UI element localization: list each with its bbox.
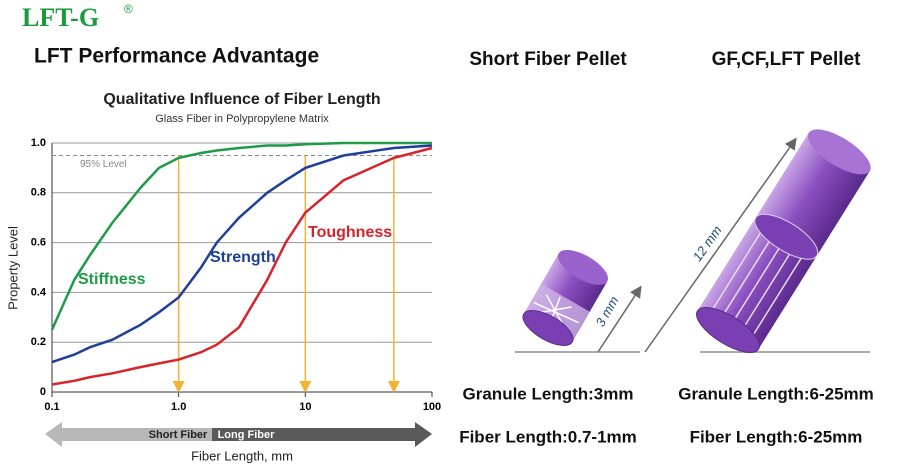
logo: LFT-G bbox=[22, 3, 99, 32]
granule-length: Granule Length:6-25mm bbox=[678, 384, 874, 403]
y-axis-label: Property Level bbox=[5, 226, 20, 310]
short-pellet bbox=[522, 249, 608, 346]
range-bar-short bbox=[45, 422, 212, 447]
x-tick-label: 1.0 bbox=[171, 401, 186, 413]
y-tick-label: 0.6 bbox=[31, 237, 46, 249]
registered-mark: ® bbox=[124, 2, 133, 16]
range-bar-long bbox=[212, 422, 432, 447]
fiber-length: Fiber Length:6-25mm bbox=[690, 427, 863, 446]
range-label: Short Fiber bbox=[149, 429, 208, 441]
page-title: LFT Performance Advantage bbox=[34, 45, 319, 68]
y-tick-label: 0.8 bbox=[31, 187, 46, 199]
y-tick-label: 0.4 bbox=[31, 286, 47, 298]
line-series bbox=[50, 141, 432, 331]
series-label: Toughness bbox=[308, 224, 392, 241]
pellet-title: GF,CF,LFT Pellet bbox=[712, 49, 862, 70]
chart-subtitle: Glass Fiber in Polypropylene Matrix bbox=[155, 113, 329, 125]
x-tick-label: 10 bbox=[299, 401, 311, 413]
granule-length: Granule Length:3mm bbox=[463, 384, 634, 403]
chart-title: Qualitative Influence of Fiber Length bbox=[103, 91, 380, 108]
y-tick-label: 1.0 bbox=[31, 137, 46, 149]
range-label: Long Fiber bbox=[218, 429, 276, 441]
dimension-label: 12 mm bbox=[690, 223, 725, 264]
x-tick-label: 100 bbox=[423, 401, 441, 413]
long-pellet bbox=[696, 129, 871, 353]
y-tick-label: 0 bbox=[40, 386, 46, 398]
series-label: Stiffness bbox=[78, 271, 146, 288]
line-series bbox=[51, 146, 433, 386]
x-axis-label: Fiber Length, mm bbox=[191, 448, 293, 463]
reference-label: 95% Level bbox=[80, 159, 127, 170]
line-series bbox=[51, 144, 433, 364]
series-label: Strength bbox=[210, 249, 276, 266]
plot-area bbox=[52, 143, 432, 392]
x-tick-label: 0.1 bbox=[44, 401, 59, 413]
fiber-length: Fiber Length:0.7-1mm bbox=[459, 427, 637, 446]
y-tick-label: 0.2 bbox=[31, 336, 46, 348]
dimension-arrow bbox=[597, 285, 642, 353]
dimension-arrow bbox=[644, 137, 797, 353]
pellet-title: Short Fiber Pellet bbox=[469, 49, 627, 70]
